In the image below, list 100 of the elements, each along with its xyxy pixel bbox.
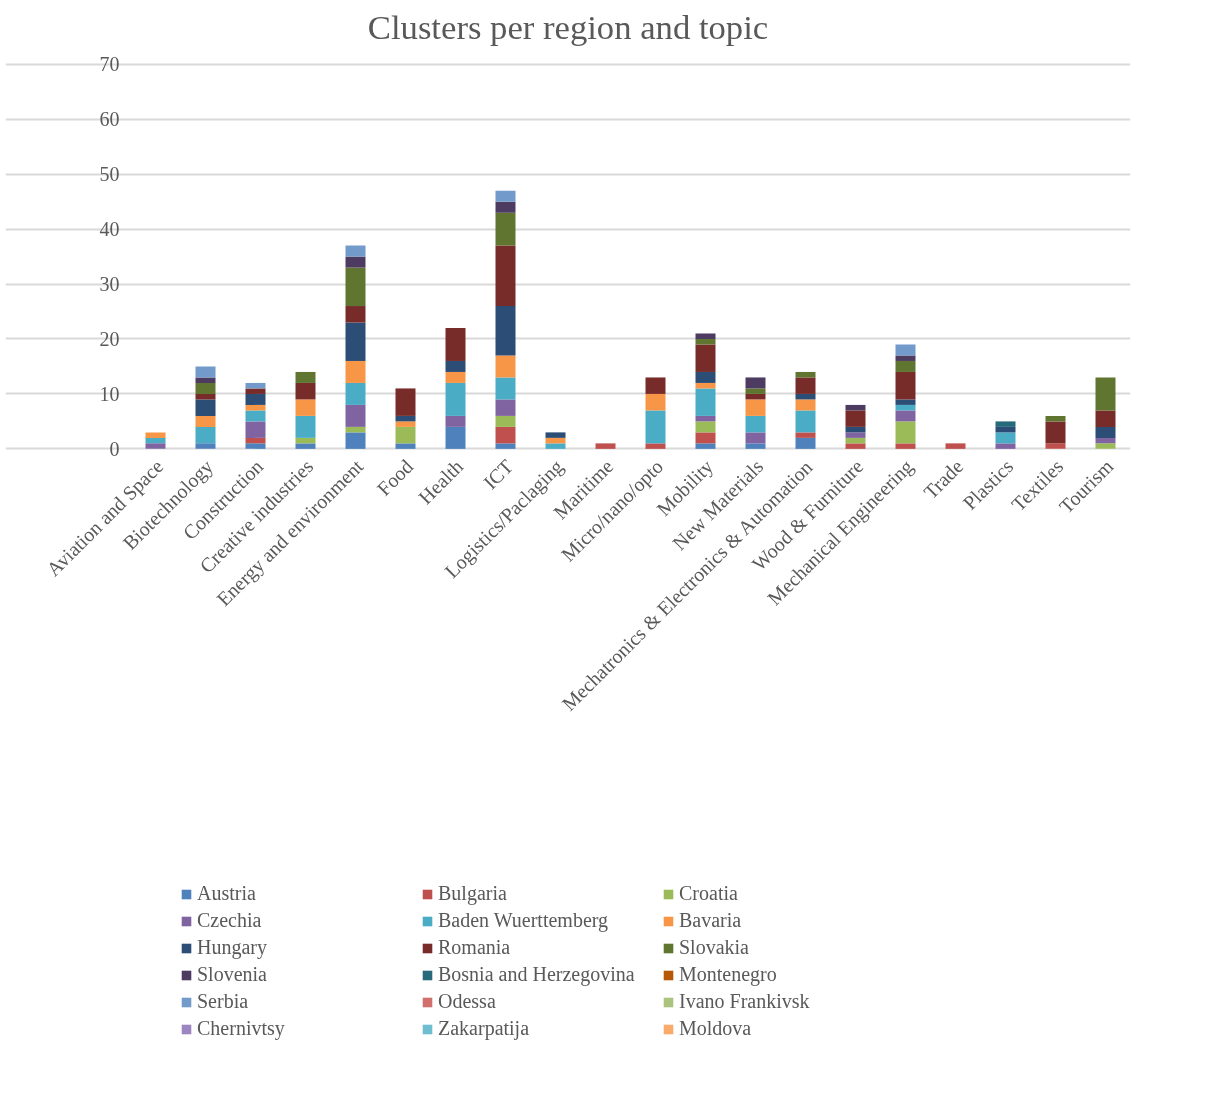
bar	[345, 404, 366, 427]
y-tick-label: 60	[99, 108, 120, 131]
bar	[645, 377, 666, 394]
bar	[445, 371, 466, 383]
legend-label: Hungary	[197, 936, 268, 959]
bar	[795, 399, 816, 411]
bar	[845, 404, 866, 411]
bar	[395, 426, 416, 444]
bar	[845, 426, 866, 433]
bar	[745, 377, 766, 389]
legend-label: Croatia	[679, 882, 739, 905]
bar	[695, 415, 716, 422]
bar	[295, 371, 316, 383]
bar	[445, 382, 466, 416]
bar	[545, 432, 566, 438]
bar	[245, 421, 266, 438]
bar	[895, 421, 916, 444]
legend-label: Zakarpatija	[438, 1017, 531, 1040]
bar	[745, 415, 766, 433]
bar	[245, 437, 266, 444]
bar	[845, 410, 866, 427]
bar	[495, 190, 516, 202]
bar	[695, 338, 716, 345]
bar	[245, 388, 266, 394]
legend-label: Montenegro	[679, 963, 778, 986]
bar	[945, 443, 966, 449]
bar	[895, 344, 916, 356]
bar	[245, 382, 266, 389]
bar	[745, 399, 766, 416]
bar	[495, 426, 516, 444]
bar	[295, 443, 316, 449]
legend-label: Bulgaria	[438, 882, 508, 905]
bar	[495, 201, 516, 213]
bar	[195, 377, 216, 383]
bar	[795, 393, 816, 400]
bar	[495, 212, 516, 246]
legend-label: Bavaria	[679, 909, 743, 932]
bar	[195, 366, 216, 378]
y-tick-label: 70	[99, 53, 120, 76]
bar	[495, 245, 516, 307]
bar	[495, 443, 516, 449]
bar	[545, 437, 566, 444]
bar	[695, 443, 716, 449]
bar	[295, 415, 316, 438]
bar	[795, 432, 816, 438]
bar	[695, 382, 716, 389]
bar	[395, 388, 416, 416]
bar	[645, 443, 666, 449]
bar	[345, 245, 366, 257]
bar	[745, 432, 766, 444]
legend-label: Slovakia	[679, 936, 750, 959]
bar	[195, 382, 216, 394]
bar	[495, 377, 516, 400]
bar	[995, 443, 1016, 449]
bar	[1045, 421, 1066, 444]
bar	[295, 437, 316, 444]
bar	[795, 371, 816, 378]
bar	[845, 432, 866, 438]
legend-label: Ivano Frankivsk	[679, 990, 811, 1013]
bar	[695, 333, 716, 339]
bar	[245, 393, 266, 405]
bar	[445, 415, 466, 427]
bar	[195, 426, 216, 444]
bar	[345, 432, 366, 449]
bar	[895, 399, 916, 405]
bar	[395, 443, 416, 449]
bar	[195, 415, 216, 427]
y-tick-label: 40	[99, 218, 120, 241]
bar	[195, 393, 216, 400]
bar	[495, 415, 516, 427]
bar	[145, 443, 166, 449]
bar	[695, 371, 716, 383]
bar	[345, 382, 366, 405]
bar	[1095, 443, 1116, 449]
legend-label: Romania	[438, 936, 512, 959]
bar	[345, 322, 366, 361]
bar	[145, 437, 166, 444]
bar	[895, 404, 916, 411]
bar	[1095, 437, 1116, 444]
bar	[495, 306, 516, 356]
bar	[445, 360, 466, 372]
y-tick-label: 0	[109, 437, 120, 460]
bar	[895, 360, 916, 372]
bar	[145, 432, 166, 438]
bar	[895, 355, 916, 361]
bar	[495, 399, 516, 416]
bar	[195, 443, 216, 449]
bar	[1095, 377, 1116, 411]
bar	[245, 404, 266, 411]
bar	[595, 443, 616, 449]
bar	[645, 393, 666, 411]
legend-label: Baden Wuerttemberg	[438, 909, 610, 932]
legend-label: Chernivtsy	[197, 1017, 286, 1040]
chart-title: Clusters per region and topic	[367, 7, 769, 46]
bar	[395, 421, 416, 427]
bar	[745, 388, 766, 394]
bar	[1045, 415, 1066, 422]
bar	[545, 443, 566, 449]
y-tick-label: 20	[99, 327, 120, 350]
bar	[895, 443, 916, 449]
